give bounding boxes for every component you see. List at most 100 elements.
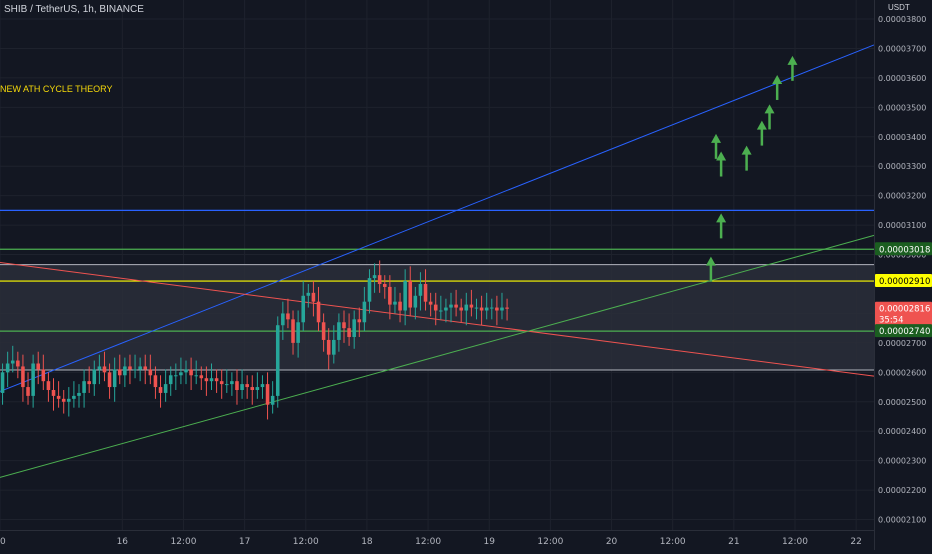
candles bbox=[0, 260, 509, 420]
candle bbox=[245, 375, 249, 399]
up-arrow[interactable] bbox=[716, 151, 727, 177]
price-label-text: 0.00002740 bbox=[879, 327, 930, 337]
candle-body bbox=[357, 319, 362, 323]
candle-body bbox=[439, 310, 443, 312]
candle-body bbox=[352, 319, 356, 338]
candle-body bbox=[377, 275, 382, 285]
candle-body bbox=[454, 304, 458, 308]
range-zone bbox=[0, 264, 874, 371]
price-label-text: 0.00002910 bbox=[879, 277, 930, 287]
candle bbox=[189, 357, 193, 391]
candle-body bbox=[347, 328, 351, 338]
candle-body bbox=[102, 366, 107, 373]
price-label: 0.00003018 bbox=[875, 242, 932, 256]
target-arrows[interactable] bbox=[705, 55, 798, 282]
candle bbox=[281, 301, 285, 340]
candle bbox=[342, 310, 346, 343]
price-label: 0.00002910 bbox=[875, 274, 932, 288]
trendline[interactable] bbox=[0, 262, 875, 377]
candle-body bbox=[77, 392, 81, 396]
candle bbox=[286, 298, 290, 329]
candle-body bbox=[26, 387, 30, 396]
candle bbox=[490, 298, 494, 320]
symbol-title[interactable]: SHIB / TetherUS, 1h, BINANCE bbox=[4, 4, 144, 15]
time-tick-label: 12:00 bbox=[537, 537, 563, 547]
candle-body bbox=[97, 366, 102, 370]
price-unit-label: USDT bbox=[888, 3, 910, 12]
candle bbox=[347, 313, 351, 346]
up-arrow-head bbox=[764, 104, 775, 114]
candle bbox=[194, 360, 198, 385]
price-label-bg bbox=[875, 242, 932, 256]
trendline[interactable] bbox=[0, 44, 875, 392]
candle-body bbox=[67, 398, 71, 402]
candle-body bbox=[51, 390, 56, 396]
up-arrow[interactable] bbox=[764, 104, 775, 130]
candle bbox=[306, 284, 311, 308]
candle bbox=[174, 363, 178, 391]
candle bbox=[444, 298, 448, 323]
candle-body bbox=[362, 301, 367, 323]
candle bbox=[184, 360, 188, 385]
candle-body bbox=[413, 295, 418, 308]
up-arrow-head bbox=[787, 55, 798, 65]
candle bbox=[107, 363, 112, 399]
up-arrow[interactable] bbox=[711, 133, 722, 159]
candle bbox=[209, 363, 214, 391]
time-tick-label: 19 bbox=[484, 537, 496, 547]
candle bbox=[291, 310, 295, 355]
candle-body bbox=[372, 275, 377, 279]
candle-body bbox=[21, 366, 25, 388]
trendlines[interactable] bbox=[0, 44, 875, 478]
candle-body bbox=[382, 284, 387, 287]
candle bbox=[51, 378, 56, 411]
trendline[interactable] bbox=[0, 234, 875, 478]
up-arrow[interactable] bbox=[772, 74, 783, 100]
candle-body bbox=[235, 381, 239, 391]
up-arrow-head bbox=[716, 213, 727, 223]
up-arrow[interactable] bbox=[756, 120, 767, 146]
candle-body bbox=[117, 369, 122, 376]
candle bbox=[21, 354, 25, 402]
time-tick-label: 22 bbox=[850, 537, 861, 547]
candle bbox=[123, 357, 127, 388]
candle-body bbox=[408, 281, 413, 308]
candle-body bbox=[444, 307, 448, 311]
candle bbox=[479, 295, 484, 326]
time-tick-label: 12:00 bbox=[660, 537, 686, 547]
candle bbox=[337, 313, 341, 352]
up-arrow[interactable] bbox=[741, 145, 752, 171]
candle-body bbox=[423, 284, 428, 302]
candle bbox=[296, 310, 300, 358]
candle bbox=[133, 354, 137, 379]
candle bbox=[153, 366, 158, 399]
chart-annotation[interactable]: NEW ATH CYCLE THEORY bbox=[0, 84, 113, 94]
time-tick-label: 12:00 bbox=[293, 537, 319, 547]
candle-body bbox=[72, 395, 76, 399]
candle-body bbox=[433, 304, 438, 311]
up-arrow[interactable] bbox=[787, 55, 798, 81]
candle bbox=[362, 286, 367, 332]
candle bbox=[117, 354, 122, 385]
candle bbox=[31, 354, 35, 408]
candle-body bbox=[326, 339, 331, 355]
candle-body bbox=[449, 304, 453, 308]
time-tick-label: 17 bbox=[239, 537, 250, 547]
candle-body bbox=[143, 366, 148, 370]
candle bbox=[204, 366, 209, 396]
candle-body bbox=[31, 363, 35, 396]
price-label-bg bbox=[875, 301, 932, 326]
up-arrow[interactable] bbox=[705, 256, 716, 282]
candle bbox=[163, 369, 168, 402]
up-arrow[interactable] bbox=[716, 213, 727, 239]
candle bbox=[500, 292, 504, 320]
candle-body bbox=[56, 395, 61, 399]
up-arrow-head bbox=[756, 120, 767, 130]
candle bbox=[454, 289, 458, 317]
candle bbox=[301, 281, 306, 332]
candle-body bbox=[219, 381, 224, 385]
time-axis[interactable]: 00 16 12:00 17 12:00 18 12:00 19 12:00 20 12:00 21 1… bbox=[0, 530, 874, 550]
candle bbox=[352, 310, 356, 349]
